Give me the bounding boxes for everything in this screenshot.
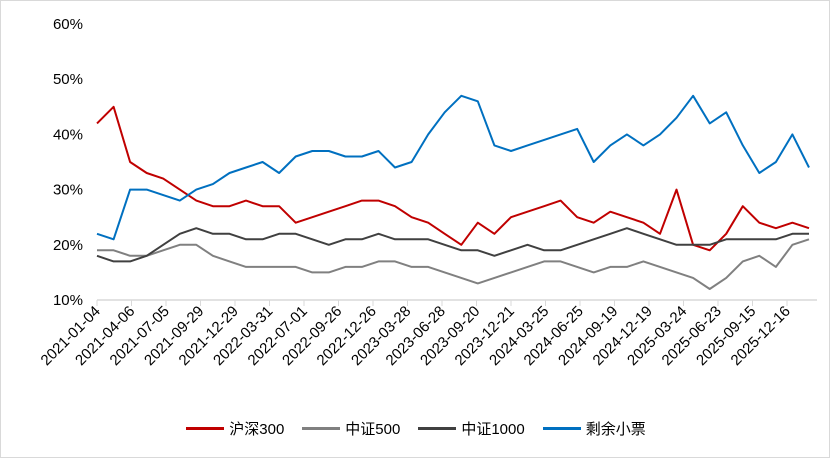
legend-line-swatch (418, 427, 457, 430)
y-tick-label: 10% (53, 292, 83, 309)
legend-item: 中证1000 (418, 418, 525, 439)
legend-line-swatch (186, 427, 225, 430)
legend-label: 中证1000 (461, 421, 525, 438)
legend-item: 中证500 (302, 418, 400, 439)
legend-item: 沪深300 (186, 418, 284, 439)
series-line-3 (96, 94, 810, 241)
series-line-2 (96, 227, 809, 263)
legend-label: 沪深300 (229, 421, 285, 438)
legend-label: 剩余小票 (585, 421, 646, 438)
legend-label: 中证500 (345, 421, 401, 438)
y-tick-label: 60% (53, 16, 83, 33)
legend: 沪深300 中证500 中证1000 剩余小票 (1, 418, 830, 439)
series-line-0 (96, 105, 810, 252)
legend-line-swatch (542, 427, 581, 430)
legend-line-swatch (302, 427, 341, 430)
legend-item: 剩余小票 (542, 418, 646, 439)
y-tick-label: 50% (53, 71, 83, 88)
y-tick-label: 40% (53, 126, 83, 143)
y-tick-label: 20% (53, 237, 83, 254)
series-line-1 (97, 238, 810, 290)
y-tick-label: 30% (53, 182, 83, 199)
